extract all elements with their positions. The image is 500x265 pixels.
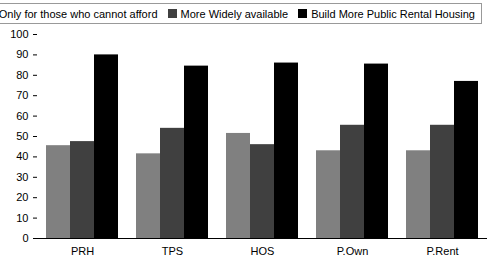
- svg-text:30: 30: [16, 171, 28, 183]
- svg-text:90: 90: [16, 48, 28, 60]
- svg-text:20: 20: [16, 191, 28, 203]
- svg-text:80: 80: [16, 69, 28, 81]
- svg-text:10: 10: [16, 212, 28, 224]
- svg-text:70: 70: [16, 89, 28, 101]
- html-text:More Widely available: More Widely available: [180, 7, 289, 20]
- html-text:Build More Public Rental Housi: Build More Public Rental Housing: [311, 7, 475, 20]
- svg-text:P.Own: P.Own: [337, 245, 369, 257]
- svg-text:60: 60: [16, 110, 28, 122]
- svg-text:P.Rent: P.Rent: [426, 245, 458, 257]
- svg-text:TPS: TPS: [162, 245, 183, 257]
- svg-text:50: 50: [16, 130, 28, 142]
- svg-text:HOS: HOS: [251, 245, 275, 257]
- svg-text:PRH: PRH: [71, 245, 94, 257]
- svg-text:40: 40: [16, 150, 28, 162]
- svg-text:100: 100: [10, 28, 28, 40]
- svg-text:0: 0: [22, 232, 28, 244]
